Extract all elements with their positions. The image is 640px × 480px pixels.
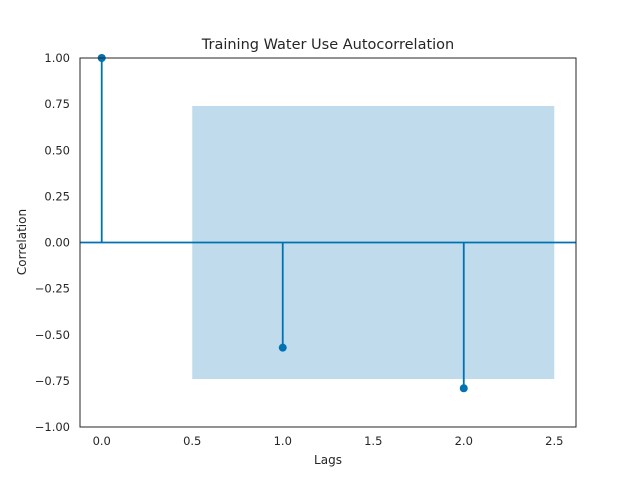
y-tick-label: 0.25 (44, 189, 70, 203)
y-tick-label: −0.50 (35, 328, 70, 342)
y-tick-label: −1.00 (35, 420, 70, 434)
x-axis-label: Lags (314, 453, 342, 467)
y-tick-label: 1.00 (44, 51, 70, 65)
x-tick-label: 0.5 (183, 434, 201, 448)
plot-frame (79, 57, 577, 428)
y-tick-label: 0.00 (44, 236, 70, 250)
y-tick-label: −0.75 (35, 374, 70, 388)
x-tick-label: 2.0 (455, 434, 473, 448)
chart-title: Training Water Use Autocorrelation (201, 37, 454, 53)
x-tick-label: 1.0 (274, 434, 292, 448)
plot-area: 0.0 0.5 1.0 1.5 2.0 2.5 1.00 0.75 0.50 0.25 0.00 −0… (35, 51, 577, 448)
x-tick-label: 1.5 (364, 434, 382, 448)
y-tick-label: −0.25 (35, 282, 70, 296)
stem-marker-1 (278, 343, 287, 352)
y-tick-label: 0.75 (44, 97, 70, 111)
x-tick-label: 2.5 (545, 434, 563, 448)
x-tick-label: 0.0 (93, 434, 111, 448)
stem-marker-2 (459, 384, 468, 393)
y-axis-label: Correlation (15, 209, 29, 275)
y-tick-label: 0.50 (44, 143, 70, 157)
